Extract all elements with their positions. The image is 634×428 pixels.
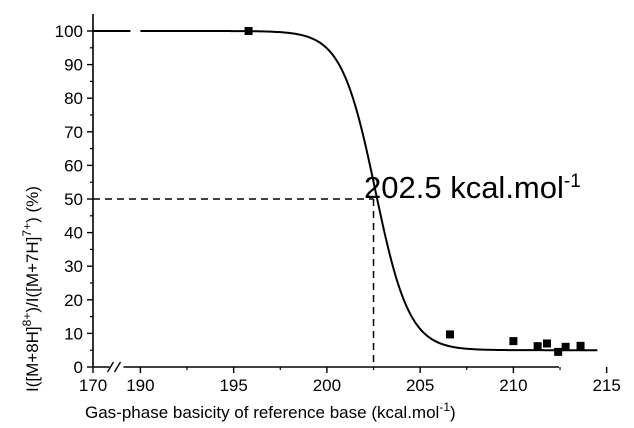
y-tick-label: 40 bbox=[64, 224, 83, 243]
data-points bbox=[244, 27, 585, 356]
data-point bbox=[533, 342, 542, 351]
data-point bbox=[509, 337, 518, 346]
y-tick-label: 20 bbox=[64, 291, 83, 310]
x-axis-title: Gas-phase basicity of reference base (kc… bbox=[85, 400, 456, 422]
data-point bbox=[561, 342, 570, 351]
y-tick-label: 60 bbox=[64, 156, 83, 175]
y-tick-label: 10 bbox=[64, 324, 83, 343]
axis-break-mark bbox=[106, 361, 115, 373]
y-axis-title: I([M+8H]8+)/I([M+7H]7+) (%) bbox=[20, 186, 42, 392]
x-tick-label: 195 bbox=[219, 376, 247, 395]
axis-break-mark bbox=[113, 361, 122, 373]
x-tick-label: 215 bbox=[592, 376, 620, 395]
y-tick-label: 30 bbox=[64, 257, 83, 276]
y-tick-label: 100 bbox=[55, 22, 83, 41]
y-tick-label: 50 bbox=[64, 190, 83, 209]
x-tick-label: 205 bbox=[406, 376, 434, 395]
y-axis-ticks: 0 10 20 30 40 50 60 70 80 90 100 bbox=[55, 22, 93, 377]
y-tick-label: 0 bbox=[74, 358, 83, 377]
data-point bbox=[445, 330, 454, 339]
x-tick-label: 210 bbox=[499, 376, 527, 395]
y-tick-label: 80 bbox=[64, 89, 83, 108]
data-point bbox=[244, 27, 253, 35]
x-tick-label: 200 bbox=[313, 376, 341, 395]
data-point bbox=[576, 341, 585, 350]
fit-curve bbox=[93, 30, 598, 352]
annotation-label: 202.5 kcal.mol-1 bbox=[364, 170, 581, 205]
y-tick-label: 90 bbox=[64, 56, 83, 75]
guide-lines bbox=[93, 198, 375, 367]
x-axis-ticks: 170175180190195200205210215 bbox=[79, 367, 621, 395]
y-tick-label: 70 bbox=[64, 123, 83, 142]
axes bbox=[92, 14, 559, 373]
x-tick-label: 190 bbox=[126, 376, 154, 395]
x-tick-label: 170 bbox=[79, 376, 107, 395]
data-point bbox=[542, 339, 551, 348]
data-point bbox=[554, 347, 563, 356]
